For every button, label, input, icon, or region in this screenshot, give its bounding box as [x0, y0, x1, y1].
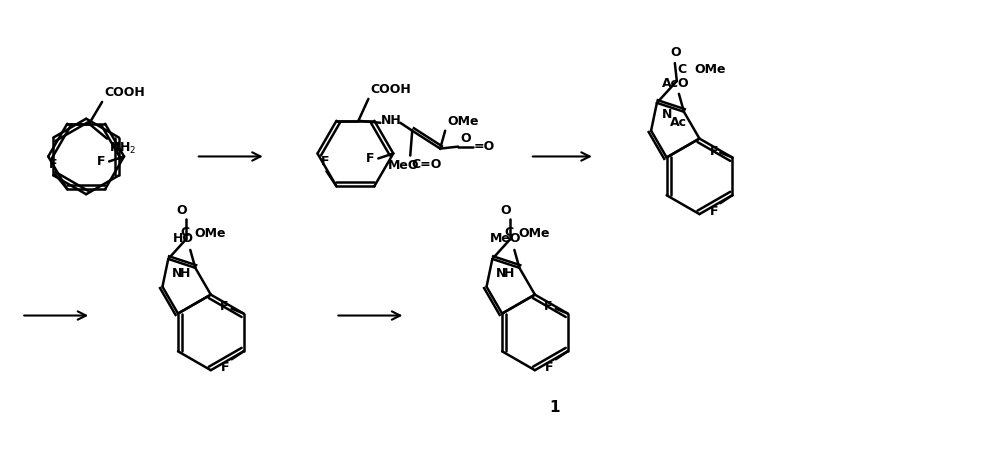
Text: N: N: [172, 267, 183, 280]
Text: 1: 1: [550, 400, 560, 415]
Text: F: F: [97, 155, 105, 168]
Text: C: C: [505, 226, 514, 239]
Text: O: O: [671, 46, 681, 59]
Text: NH$_2$: NH$_2$: [109, 141, 136, 156]
Text: F: F: [710, 205, 718, 218]
Text: HO: HO: [173, 232, 194, 245]
Text: F: F: [220, 300, 229, 313]
Text: OMe: OMe: [518, 227, 550, 240]
Text: F: F: [545, 361, 554, 374]
Text: COOH: COOH: [370, 83, 411, 96]
Text: F: F: [221, 361, 230, 374]
Text: F: F: [49, 158, 57, 171]
Text: OMe: OMe: [447, 115, 479, 128]
Text: MeO: MeO: [490, 232, 521, 245]
Text: Ac: Ac: [670, 116, 687, 129]
Text: NH: NH: [381, 114, 402, 127]
Text: AcO: AcO: [662, 77, 690, 90]
Text: OMe: OMe: [194, 227, 226, 240]
Text: O: O: [460, 131, 471, 145]
Text: N: N: [662, 108, 672, 121]
Text: MeO: MeO: [388, 159, 420, 171]
Text: H: H: [504, 267, 515, 280]
Text: C: C: [181, 226, 190, 239]
Text: COOH: COOH: [104, 86, 145, 99]
Text: OMe: OMe: [695, 63, 726, 75]
Text: F: F: [710, 145, 718, 158]
Text: C=O: C=O: [411, 158, 442, 171]
Text: N: N: [496, 267, 507, 280]
Text: =O: =O: [474, 140, 495, 153]
Text: O: O: [500, 204, 511, 217]
Text: C: C: [678, 63, 687, 76]
Text: F: F: [366, 152, 374, 165]
Text: H: H: [180, 267, 191, 280]
Text: O: O: [176, 204, 187, 217]
Text: F: F: [321, 155, 330, 168]
Text: F: F: [544, 300, 553, 313]
